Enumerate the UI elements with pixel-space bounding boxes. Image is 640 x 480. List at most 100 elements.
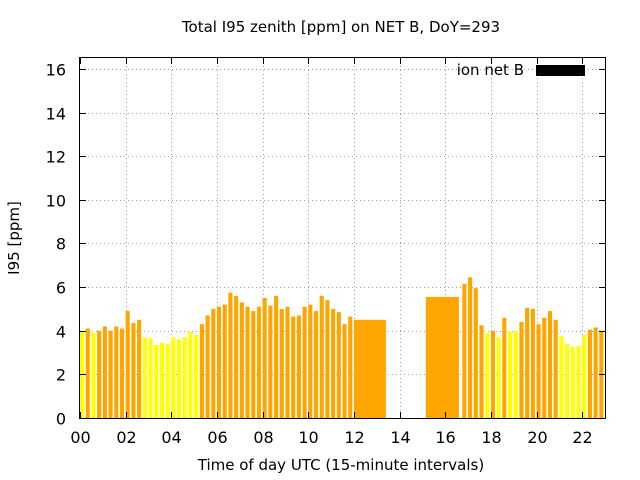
bar	[473, 288, 478, 418]
bar	[582, 335, 587, 418]
bar	[496, 337, 501, 418]
bar	[199, 324, 204, 418]
bar	[177, 339, 182, 418]
bar	[159, 342, 164, 418]
bar	[274, 295, 279, 418]
bar	[142, 337, 147, 418]
x-tick-label: 16	[435, 428, 455, 447]
x-tick-label: 06	[207, 428, 227, 447]
bar	[188, 331, 193, 418]
bar	[425, 296, 459, 418]
x-axis-title: Time of day UTC (15-minute intervals)	[197, 456, 484, 474]
bar	[119, 328, 125, 418]
x-tick-label: 14	[390, 428, 410, 447]
bar	[342, 324, 347, 418]
bar	[485, 332, 490, 418]
bar	[291, 316, 296, 418]
y-tick-label: 12	[46, 148, 66, 167]
bar	[194, 335, 199, 418]
bar	[353, 319, 386, 418]
bar	[262, 298, 267, 418]
bar	[490, 330, 495, 418]
bar	[102, 326, 107, 418]
y-tick-label: 2	[56, 366, 66, 385]
bar	[319, 295, 324, 418]
x-tick-label: 20	[527, 428, 547, 447]
bar	[91, 332, 96, 418]
bar	[245, 306, 250, 418]
ticks	[80, 58, 605, 419]
bar	[171, 337, 176, 418]
bar	[137, 319, 142, 418]
bar	[570, 347, 575, 418]
y-tick-label: 6	[56, 279, 66, 298]
bar	[553, 319, 558, 418]
y-tick-label: 0	[56, 410, 66, 429]
x-tick-label: 02	[116, 428, 136, 447]
bar	[205, 315, 210, 418]
bar	[256, 306, 262, 418]
x-tick-label: 10	[298, 428, 318, 447]
bar	[222, 304, 227, 418]
bar	[348, 316, 353, 418]
y-tick-label: 16	[46, 61, 66, 80]
legend: ion net B	[457, 61, 585, 79]
chart-title: Total I95 zenith [ppm] on NET B, DoY=293	[181, 18, 500, 36]
bar	[285, 306, 290, 418]
x-tick-label: 18	[481, 428, 501, 447]
y-tick-label: 8	[56, 235, 66, 254]
bar	[587, 329, 592, 418]
bar	[234, 295, 239, 418]
bar	[125, 311, 130, 418]
plot-frame	[79, 57, 606, 419]
bar	[268, 305, 273, 418]
bar	[336, 312, 341, 418]
x-tick-label: 00	[70, 428, 90, 447]
bar	[228, 292, 233, 418]
bar	[302, 306, 307, 418]
bar	[547, 311, 553, 418]
bar	[154, 344, 159, 418]
bar	[279, 308, 284, 418]
legend-swatch	[536, 65, 585, 76]
bar	[313, 311, 319, 418]
bar	[559, 336, 564, 418]
x-tick-label: 22	[572, 428, 592, 447]
x-tick-label: 08	[253, 428, 273, 447]
bar	[576, 346, 581, 418]
y-tick-label: 14	[46, 105, 66, 124]
y-tick-label: 4	[56, 323, 66, 342]
y-axis-title: I95 [ppm]	[5, 201, 23, 275]
bar	[479, 325, 484, 418]
bar	[97, 330, 102, 418]
bar	[502, 317, 507, 418]
x-tick-label: 04	[161, 428, 181, 447]
bars	[80, 277, 604, 418]
legend-label: ion net B	[457, 61, 524, 79]
y-tick-label: 10	[46, 192, 66, 211]
bar	[165, 343, 170, 418]
bar	[216, 306, 222, 418]
bar	[85, 328, 90, 418]
bar	[108, 330, 113, 418]
bar	[148, 338, 153, 418]
bar	[536, 324, 541, 418]
bar	[519, 322, 524, 418]
bar	[331, 308, 336, 418]
bar	[462, 283, 467, 418]
bar	[114, 326, 119, 418]
bar	[211, 308, 216, 418]
bar	[251, 311, 256, 418]
bar	[468, 277, 473, 418]
bar	[308, 304, 313, 418]
x-tick-label: 12	[344, 428, 364, 447]
bar	[565, 343, 570, 418]
bar	[131, 323, 136, 418]
bar	[593, 327, 598, 418]
bar	[530, 308, 535, 418]
bar	[542, 317, 547, 418]
bar	[182, 337, 187, 418]
bar	[296, 315, 301, 418]
